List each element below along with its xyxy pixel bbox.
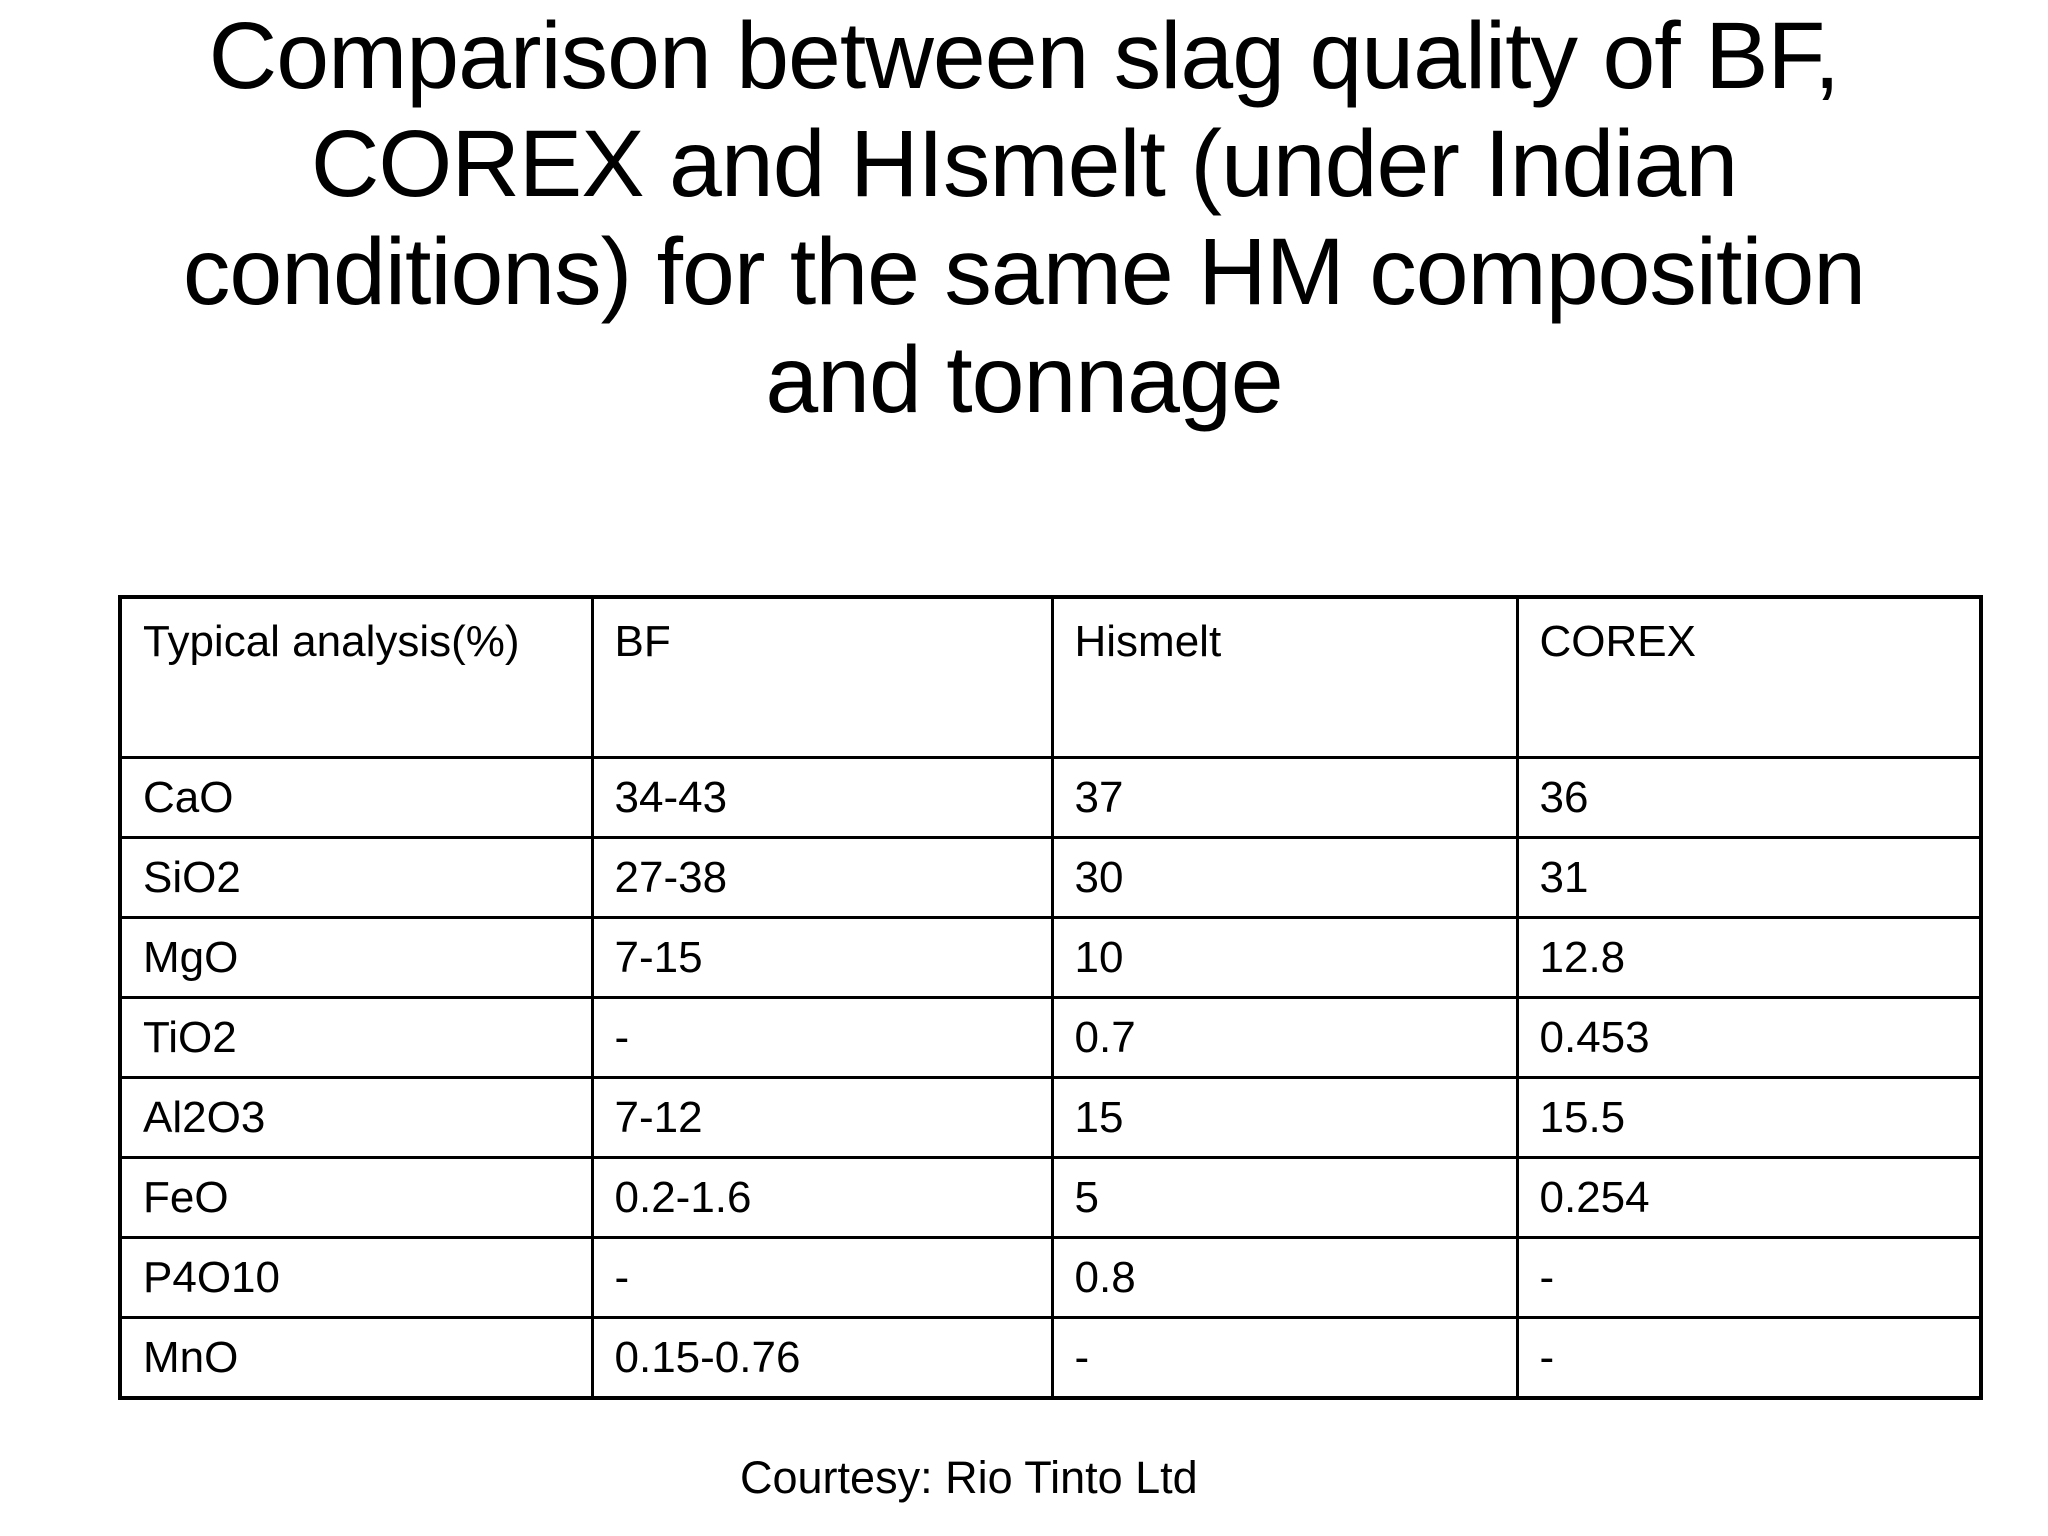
table-cell: 12.8	[1515, 916, 1983, 999]
header-cell-hismelt: Hismelt	[1050, 595, 1519, 759]
slide-title-line-4: and tonnage	[765, 327, 1283, 433]
table-cell: 15	[1050, 1076, 1519, 1159]
table-cell: 0.8	[1050, 1236, 1519, 1319]
table-cell: 15.5	[1515, 1076, 1983, 1159]
table-header-row: Typical analysis(%) BF Hismelt COREX	[118, 595, 1983, 759]
table-row: CaO 34-43 37 36	[118, 756, 1983, 839]
table-cell: -	[590, 996, 1054, 1079]
table-row: MnO 0.15-0.76 - -	[118, 1316, 1983, 1400]
table-cell: -	[1515, 1236, 1983, 1319]
slag-comparison-table: Typical analysis(%) BF Hismelt COREX CaO…	[118, 595, 1983, 1400]
slide-title-line-1: Comparison between slag quality of BF,	[208, 3, 1841, 109]
table-cell: 27-38	[590, 836, 1054, 919]
row-label: TiO2	[118, 996, 594, 1079]
table-cell: -	[1515, 1316, 1983, 1400]
row-label: MgO	[118, 916, 594, 999]
table-cell: 0.2-1.6	[590, 1156, 1054, 1239]
table-cell: 37	[1050, 756, 1519, 839]
table-cell: 34-43	[590, 756, 1054, 839]
table-row: SiO2 27-38 30 31	[118, 836, 1983, 919]
row-label: Al2O3	[118, 1076, 594, 1159]
row-label: FeO	[118, 1156, 594, 1239]
table-cell: 10	[1050, 916, 1519, 999]
table-row: TiO2 - 0.7 0.453	[118, 996, 1983, 1079]
table-cell: 30	[1050, 836, 1519, 919]
table-row: P4O10 - 0.8 -	[118, 1236, 1983, 1319]
table-cell: 0.254	[1515, 1156, 1983, 1239]
slide-title: Comparison between slag quality of BF, C…	[0, 2, 2048, 434]
slide-title-line-3: conditions) for the same HM composition	[182, 219, 1866, 325]
table-cell: 31	[1515, 836, 1983, 919]
row-label: P4O10	[118, 1236, 594, 1319]
table-row: MgO 7-15 10 12.8	[118, 916, 1983, 999]
table-cell: -	[1050, 1316, 1519, 1400]
table-cell: 36	[1515, 756, 1983, 839]
table-cell: 0.453	[1515, 996, 1983, 1079]
row-label: MnO	[118, 1316, 594, 1400]
table-cell: 5	[1050, 1156, 1519, 1239]
slide-title-line-2: COREX and HIsmelt (under Indian	[310, 111, 1738, 217]
table-cell: 0.15-0.76	[590, 1316, 1054, 1400]
table-cell: 0.7	[1050, 996, 1519, 1079]
table-row: Al2O3 7-12 15 15.5	[118, 1076, 1983, 1159]
row-label: SiO2	[118, 836, 594, 919]
table-row: FeO 0.2-1.6 5 0.254	[118, 1156, 1983, 1239]
table-cell: 7-15	[590, 916, 1054, 999]
courtesy-note: Courtesy: Rio Tinto Ltd	[740, 1452, 1198, 1503]
table-cell: 7-12	[590, 1076, 1054, 1159]
table-cell: -	[590, 1236, 1054, 1319]
header-cell-corex: COREX	[1515, 595, 1983, 759]
header-cell-bf: BF	[590, 595, 1054, 759]
row-label: CaO	[118, 756, 594, 839]
header-cell-typical-analysis: Typical analysis(%)	[118, 595, 594, 759]
